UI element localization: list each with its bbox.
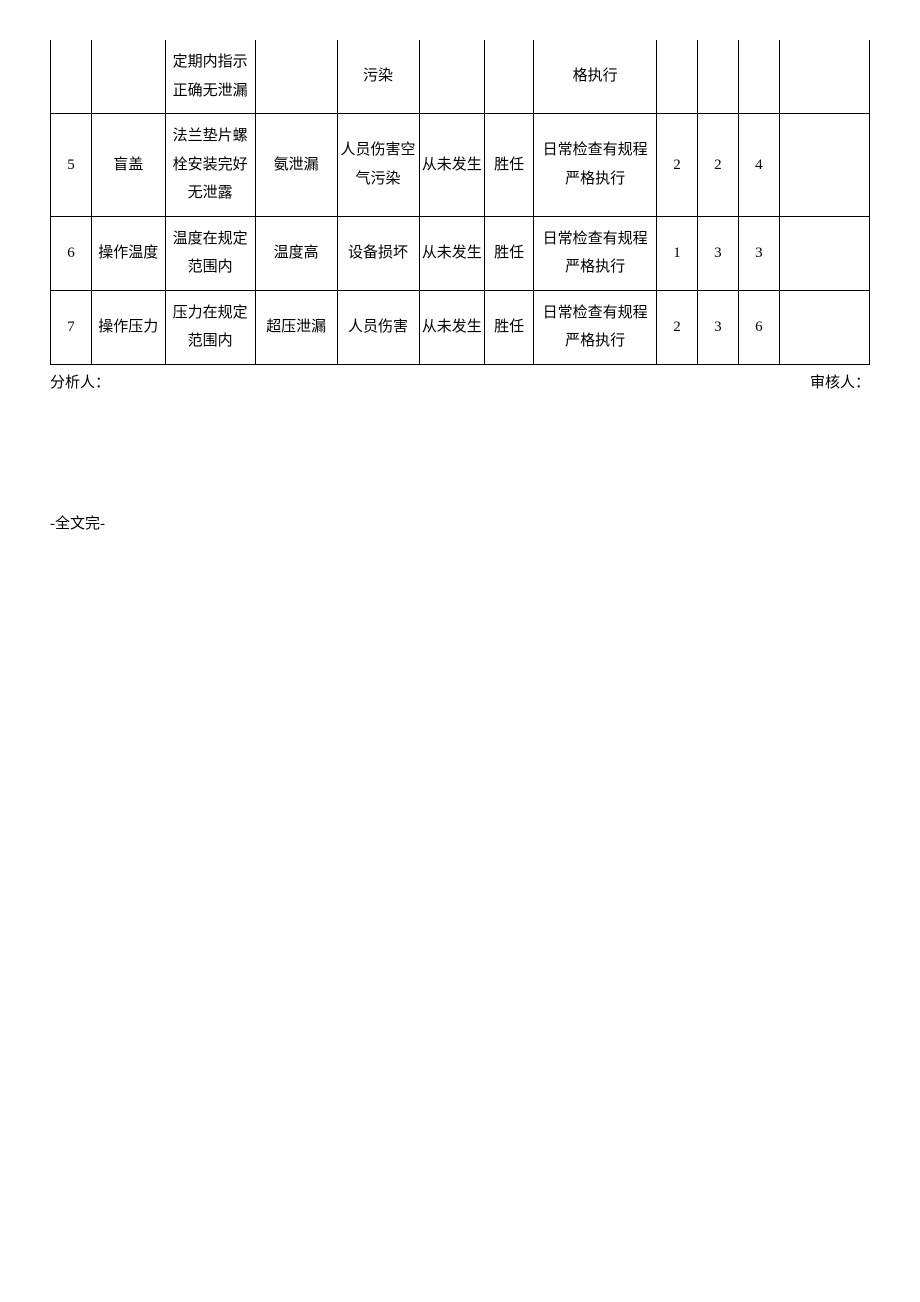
cell-competence: 胜任 [485,114,534,217]
cell-measure: 日常检查有规程严格执行 [534,114,657,217]
cell-remark [779,290,869,364]
cell-competence [485,40,534,114]
cell-l [657,40,698,114]
cell-remark [779,216,869,290]
cell-consequence: 人员伤害空气污染 [337,114,419,217]
table-row: 5 盲盖 法兰垫片螺栓安装完好无泄露 氨泄漏 人员伤害空气污染 从未发生 胜任 … [51,114,870,217]
cell-seq: 6 [51,216,92,290]
cell-item: 盲盖 [91,114,165,217]
cell-standard: 压力在规定范围内 [165,290,255,364]
cell-history [419,40,485,114]
cell-standard: 定期内指示正确无泄漏 [165,40,255,114]
cell-measure: 日常检查有规程严格执行 [534,216,657,290]
analyst-label: 分析人： [50,371,110,392]
cell-consequence: 污染 [337,40,419,114]
cell-seq [51,40,92,114]
reviewer-label: 审核人： [810,371,870,392]
table-row: 7 操作压力 压力在规定范围内 超压泄漏 人员伤害 从未发生 胜任 日常检查有规… [51,290,870,364]
cell-standard: 温度在规定范围内 [165,216,255,290]
cell-competence: 胜任 [485,216,534,290]
end-note: -全文完- [50,512,870,533]
cell-s: 3 [697,216,738,290]
cell-competence: 胜任 [485,290,534,364]
risk-table: 定期内指示正确无泄漏 污染 格执行 5 盲盖 法兰垫片螺栓安装完好无泄露 氨泄漏… [50,40,870,365]
cell-s [697,40,738,114]
cell-r [738,40,779,114]
cell-remark [779,40,869,114]
cell-r: 3 [738,216,779,290]
cell-seq: 5 [51,114,92,217]
cell-item: 操作温度 [91,216,165,290]
cell-deviation: 温度高 [255,216,337,290]
cell-measure: 日常检查有规程严格执行 [534,290,657,364]
cell-l: 2 [657,290,698,364]
cell-l: 2 [657,114,698,217]
cell-remark [779,114,869,217]
cell-s: 2 [697,114,738,217]
cell-deviation: 超压泄漏 [255,290,337,364]
cell-item [91,40,165,114]
table-row: 定期内指示正确无泄漏 污染 格执行 [51,40,870,114]
cell-s: 3 [697,290,738,364]
cell-r: 4 [738,114,779,217]
cell-history: 从未发生 [419,114,485,217]
cell-consequence: 设备损坏 [337,216,419,290]
cell-consequence: 人员伤害 [337,290,419,364]
signatures-row: 分析人： 审核人： [50,371,870,392]
cell-l: 1 [657,216,698,290]
cell-deviation: 氨泄漏 [255,114,337,217]
cell-history: 从未发生 [419,290,485,364]
cell-history: 从未发生 [419,216,485,290]
cell-item: 操作压力 [91,290,165,364]
cell-deviation [255,40,337,114]
cell-measure: 格执行 [534,40,657,114]
cell-seq: 7 [51,290,92,364]
cell-r: 6 [738,290,779,364]
table-row: 6 操作温度 温度在规定范围内 温度高 设备损坏 从未发生 胜任 日常检查有规程… [51,216,870,290]
cell-standard: 法兰垫片螺栓安装完好无泄露 [165,114,255,217]
